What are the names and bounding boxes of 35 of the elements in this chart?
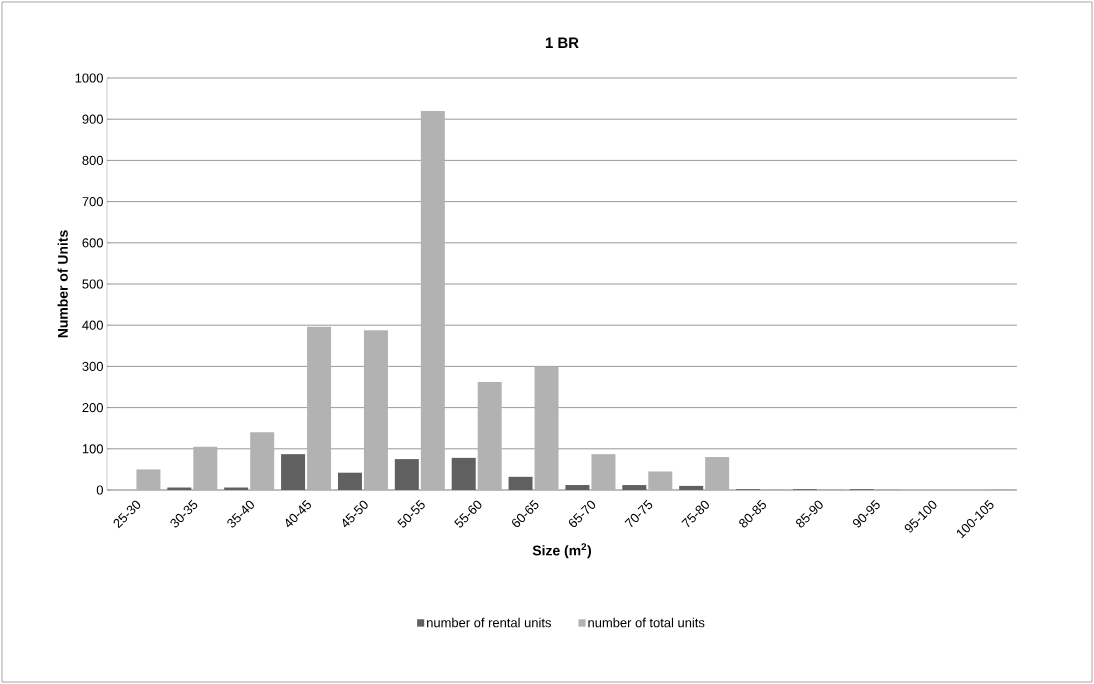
bar	[679, 485, 704, 490]
y-tick-label: 200	[82, 403, 103, 413]
y-tick-label: 900	[82, 114, 103, 124]
bar	[337, 472, 362, 490]
y-tick-label: 800	[82, 155, 103, 165]
bar	[622, 485, 647, 490]
bar	[136, 469, 161, 490]
y-tick-label: 400	[82, 320, 103, 330]
bar	[534, 366, 559, 490]
bar	[250, 432, 275, 490]
chart-title: 1 BR	[545, 37, 579, 48]
bar	[363, 330, 388, 490]
bar	[451, 457, 476, 490]
bar	[565, 485, 590, 490]
bar	[420, 110, 445, 490]
y-tick-label: 600	[82, 238, 103, 248]
y-tick-label: 100	[82, 444, 103, 454]
bar	[591, 454, 616, 490]
y-tick-label: 0	[96, 485, 103, 495]
bar	[705, 457, 730, 490]
bar	[648, 471, 673, 490]
y-tick-label: 1000	[75, 73, 103, 83]
legend-label: number of total units	[588, 617, 705, 628]
legend-label: number of rental units	[427, 617, 551, 628]
x-axis-title: Size (m$^{2}$)	[532, 543, 592, 559]
bar	[477, 382, 502, 490]
y-axis-title: Number of Units	[57, 230, 68, 338]
y-tick-label: 500	[82, 279, 103, 289]
bar	[281, 454, 306, 490]
bar	[193, 446, 218, 490]
y-tick-label: 300	[82, 361, 103, 371]
bar	[508, 476, 533, 490]
bar	[394, 459, 419, 490]
bar	[307, 326, 332, 490]
y-tick-label: 700	[82, 197, 103, 207]
